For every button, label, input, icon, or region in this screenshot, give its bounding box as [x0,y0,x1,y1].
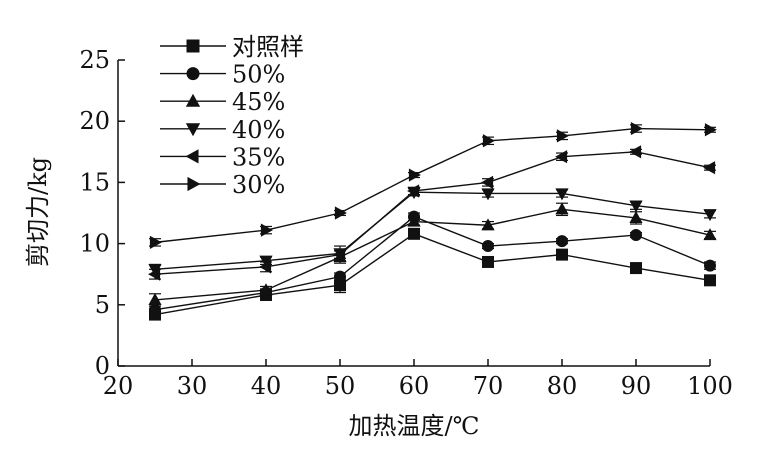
x-tick-label: 50 [325,372,356,400]
x-tick-label: 90 [621,372,652,400]
x-tick-label: 80 [547,372,578,400]
series-layer [148,121,717,321]
data-point [481,175,494,189]
series-line [154,127,711,244]
data-point [629,145,642,159]
legend-label: 30% [232,171,285,199]
data-point [704,274,716,287]
axis-ticks: 20 30 40 50 60 70 80 90 100 0 5 10 15 20 25 [79,46,732,400]
data-point [481,188,495,201]
y-tick-label: 20 [79,107,110,135]
data-point [630,229,642,242]
y-tick-label: 15 [79,168,110,196]
data-point [148,293,162,306]
data-point [703,228,717,241]
legend-marker [187,176,201,192]
x-tick-label: 20 [103,372,134,400]
data-point [556,235,568,248]
legend-label: 35% [232,143,285,171]
data-point [482,240,494,253]
legend-item: 45% [160,88,285,116]
legend-item: 40% [160,116,285,144]
data-point [630,262,642,275]
legend-item: 50% [160,61,285,89]
data-point [408,227,420,240]
x-axis-label: 加热温度/℃ [349,412,480,440]
data-point [407,184,420,198]
series [148,202,717,307]
legend-label: 50% [232,61,285,89]
y-tick-label: 5 [95,291,110,319]
data-point [149,235,162,249]
y-tick-label: 25 [79,46,110,74]
series-line [154,191,711,271]
data-point [629,210,643,223]
data-point [704,259,716,272]
legend-marker [186,67,200,81]
series [149,227,716,321]
legend-item: 30% [160,171,285,199]
legend-marker [185,123,201,137]
series [148,145,716,281]
x-tick-label: 100 [687,372,733,400]
data-point [334,279,346,292]
x-tick-label: 60 [399,372,430,400]
data-point [703,209,717,222]
data-point [481,218,495,231]
y-axis-label: 剪切力/kg [24,157,52,267]
x-tick-label: 70 [473,372,504,400]
legend-label: 40% [232,116,285,144]
data-point [629,200,643,213]
legend-marker [185,93,201,107]
data-point [259,260,272,274]
series-line [154,215,711,311]
data-point [259,283,273,296]
data-point [333,248,346,262]
data-point [555,188,569,201]
data-point [334,270,346,283]
data-point [704,123,717,137]
x-tick-label: 30 [177,372,208,400]
legend-item: 对照样 [160,33,304,61]
x-tick-label: 40 [251,372,282,400]
data-point [482,255,494,268]
data-point [408,168,421,182]
data-point [148,267,161,281]
legend-marker [186,39,200,53]
legend-marker [185,149,199,164]
data-point [482,134,495,148]
data-point [703,161,716,175]
data-point [630,121,643,136]
series-line [154,208,711,301]
data-point [334,206,347,220]
data-point [407,214,421,227]
y-tick-label: 0 [95,352,110,380]
y-tick-label: 10 [79,230,110,258]
data-point [556,248,568,261]
series [149,121,717,249]
series-line [154,233,711,316]
data-point [555,202,569,215]
series-line [154,151,711,275]
data-point [556,129,569,143]
legend-label: 45% [232,88,285,116]
data-point [555,150,568,164]
data-point [260,223,273,237]
legend-label: 对照样 [232,33,304,61]
data-point [149,303,161,316]
series [149,210,716,316]
legend-item: 35% [160,143,285,171]
